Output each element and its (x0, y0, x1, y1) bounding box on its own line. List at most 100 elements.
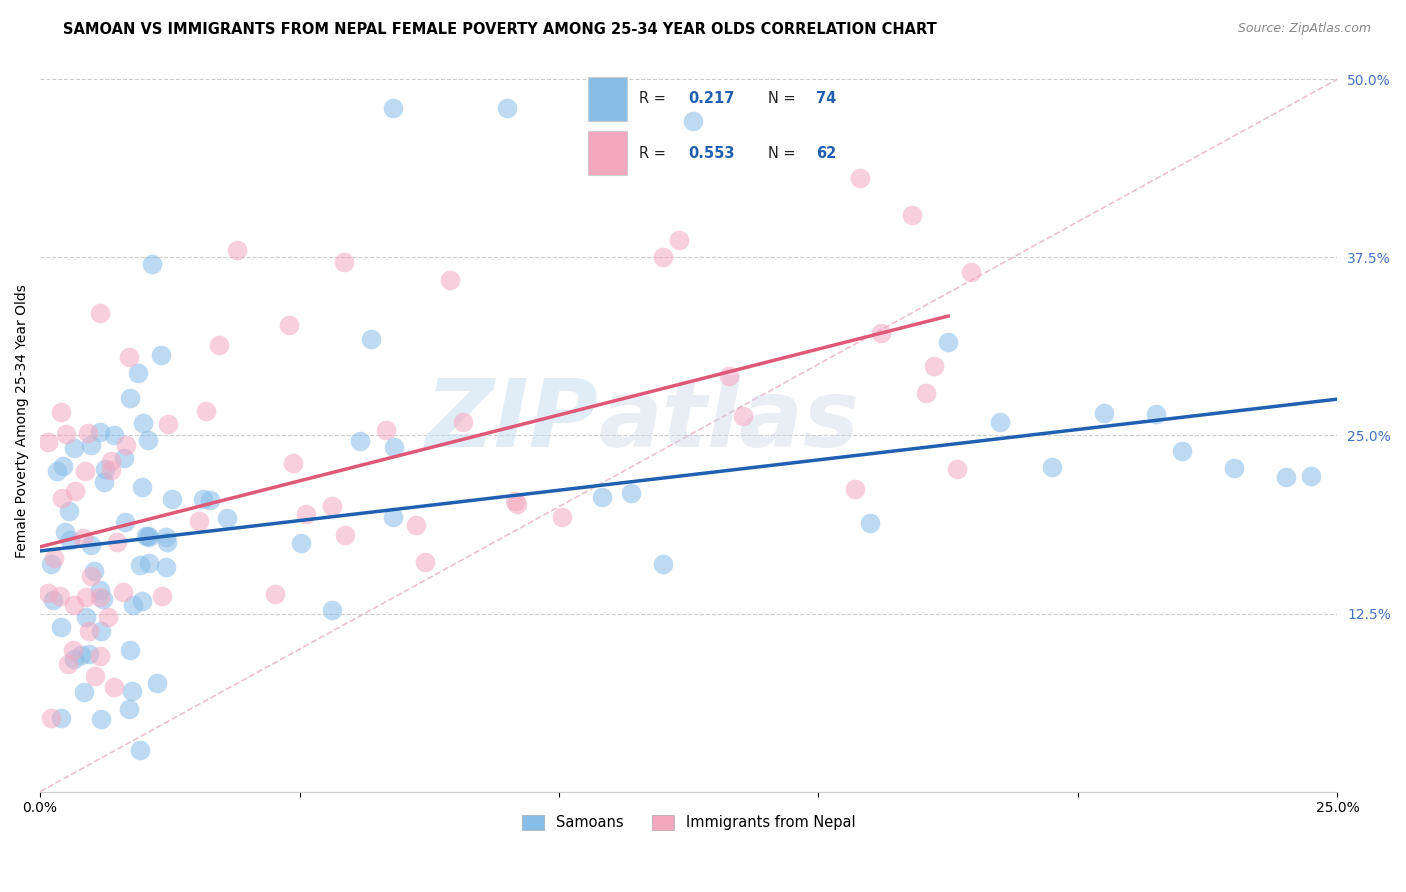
Point (717, 369, 740, 384)
Point (1274, 470, 1296, 484)
Point (1301, 469, 1323, 483)
Point (83, 564, 105, 578)
Point (39, 711, 62, 725)
Point (136, 433, 159, 447)
Point (439, 273, 461, 287)
Text: Source: ZipAtlas.com: Source: ZipAtlas.com (1237, 22, 1371, 36)
Point (198, 492, 221, 507)
Point (135, 529, 157, 543)
Point (75, 590, 97, 604)
Point (1092, 406, 1115, 420)
Point (100, 454, 122, 468)
Point (946, 462, 969, 476)
Point (89, 648, 111, 663)
Point (79, 647, 101, 661)
Point (188, 514, 211, 528)
Point (360, 332, 382, 346)
Point (226, 243, 249, 257)
Point (156, 535, 179, 549)
Point (1170, 443, 1192, 458)
Point (215, 511, 238, 525)
Point (591, 490, 613, 504)
Point (496, 101, 519, 115)
Point (915, 386, 938, 401)
Point (121, 684, 143, 698)
Point (51, 711, 73, 725)
Point (77, 425, 100, 440)
Point (62, 442, 84, 456)
Point (1040, 460, 1063, 475)
Point (682, 113, 704, 128)
Point (620, 486, 643, 500)
Point (46, 464, 69, 478)
Point (551, 510, 574, 524)
Point (959, 265, 981, 279)
Point (127, 366, 149, 380)
Point (263, 587, 285, 601)
Point (141, 257, 163, 271)
Point (112, 451, 135, 466)
Point (120, 391, 142, 405)
Point (37, 585, 59, 599)
Point (105, 534, 128, 549)
Point (114, 516, 136, 530)
Point (155, 530, 177, 544)
Point (922, 359, 945, 373)
Point (63, 599, 86, 613)
Point (405, 518, 427, 533)
Point (70, 648, 93, 662)
Point (128, 743, 150, 757)
Point (155, 560, 177, 574)
Point (100, 463, 122, 477)
Point (138, 529, 160, 543)
Point (988, 415, 1011, 429)
Point (1222, 461, 1244, 475)
Point (103, 428, 125, 442)
Point (131, 594, 153, 608)
Text: SAMOAN VS IMMIGRANTS FROM NEPAL FEMALE POVERTY AMONG 25-34 YEAR OLDS CORRELATION: SAMOAN VS IMMIGRANTS FROM NEPAL FEMALE P… (63, 22, 936, 37)
Point (668, 233, 690, 247)
Text: atlas: atlas (598, 376, 859, 467)
Point (73, 685, 96, 699)
Point (349, 434, 371, 449)
Point (118, 702, 141, 716)
Point (89, 583, 111, 598)
Point (111, 585, 134, 599)
Point (83, 668, 105, 682)
Point (58, 533, 80, 547)
Point (90, 624, 112, 639)
Point (80, 538, 103, 552)
Point (332, 255, 354, 269)
Point (1144, 407, 1167, 421)
Point (900, 208, 922, 222)
Point (39, 557, 62, 571)
Point (278, 318, 301, 333)
Point (138, 557, 160, 571)
Point (93, 475, 115, 489)
Point (145, 676, 167, 690)
Point (733, 409, 755, 423)
Point (80, 438, 103, 452)
Point (859, 516, 882, 531)
Point (93, 592, 115, 607)
Point (208, 338, 231, 352)
Legend: Samoans, Immigrants from Nepal: Samoans, Immigrants from Nepal (516, 809, 862, 836)
Point (114, 438, 136, 452)
Point (93, 461, 115, 475)
Point (79, 624, 101, 638)
Point (37, 435, 59, 450)
Point (503, 493, 526, 508)
Point (75, 464, 97, 478)
Point (870, 326, 893, 340)
Point (844, 482, 866, 496)
Point (375, 423, 398, 437)
Point (281, 456, 304, 470)
Point (321, 499, 343, 513)
Point (290, 536, 312, 550)
Point (132, 417, 155, 431)
Text: ZIP: ZIP (425, 376, 598, 467)
Point (44, 551, 66, 566)
Point (849, 171, 872, 186)
Point (51, 620, 73, 634)
Point (62, 652, 84, 666)
